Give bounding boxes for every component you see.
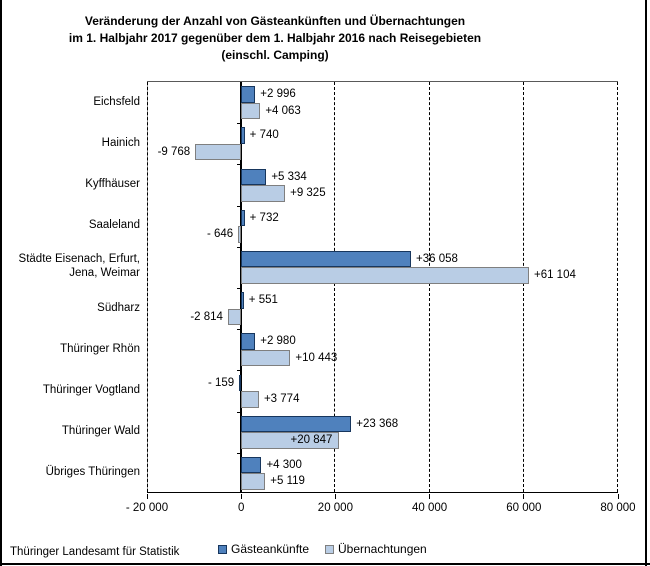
category-label: Übriges Thüringen xyxy=(45,466,140,479)
bar-value-label: +4 300 xyxy=(266,458,302,471)
bar xyxy=(241,432,340,449)
bar-value-label: -9 768 xyxy=(157,145,191,158)
x-tick-label: 60 000 xyxy=(506,502,542,514)
bar-value-label: +36 058 xyxy=(416,252,458,265)
bar-value-label: +2 980 xyxy=(260,335,296,348)
bar xyxy=(241,267,529,284)
category-label: Saaleland xyxy=(88,219,140,232)
bar-value-label: +5 119 xyxy=(270,475,305,488)
category-tick xyxy=(236,205,242,207)
category-tick xyxy=(236,123,242,125)
chart-title-line-2: im 1. Halbjahr 2017 gegenüber dem 1. Hal… xyxy=(68,31,482,45)
frame-border-left xyxy=(0,0,2,566)
chart-title: Veränderung der Anzahl von Gästeankünfte… xyxy=(0,13,550,64)
chart-title-line-3: (einschl. Camping) xyxy=(221,48,329,62)
category-label: Thüringer Rhön xyxy=(60,342,140,355)
bar-value-label: +9 325 xyxy=(290,187,326,199)
gridline xyxy=(617,82,618,492)
x-axis-tick xyxy=(146,494,148,499)
bar xyxy=(241,86,256,103)
x-axis-tick xyxy=(523,494,525,499)
x-tick-label: 0 xyxy=(237,502,245,514)
x-tick-label: 80 000 xyxy=(600,502,636,514)
bar xyxy=(238,226,242,243)
category-axis: Eichsfeld Hainich Kyffhäuser Saaleland Städt… xyxy=(0,81,140,493)
chart-title-line-1: Veränderung der Anzahl von Gästeankünfte… xyxy=(84,14,466,28)
zero-axis-line xyxy=(240,82,242,492)
category-label: Hainich xyxy=(101,136,140,149)
bar xyxy=(241,250,412,268)
bar-value-label: -2 814 xyxy=(190,310,223,323)
legend-label-uebernachtungen: Übernachtungen xyxy=(338,542,427,556)
gridline xyxy=(522,82,524,492)
x-tick-label: 20 000 xyxy=(317,502,353,514)
x-tick-label: - 20 000 xyxy=(125,502,169,514)
frame-border-bottom xyxy=(0,563,650,565)
x-axis-tick xyxy=(240,494,242,499)
x-axis-tick xyxy=(617,494,619,499)
category-tick xyxy=(236,164,242,166)
bar-value-label: +61 104 xyxy=(533,269,576,282)
plot-area: +2 996 + 740 +5 334 + 732 +36 058 + 551 +2 980… xyxy=(147,81,618,493)
category-label: Städte Eisenach, Erfurt, Jena, Weimar xyxy=(18,253,140,280)
bar xyxy=(195,143,242,161)
bar-value-label: + 740 xyxy=(249,129,279,142)
bar xyxy=(239,374,242,391)
bar xyxy=(241,391,259,408)
category-tick xyxy=(236,370,242,372)
legend-swatch-uebernachtungen-icon xyxy=(325,545,334,554)
bar-value-label: +10 443 xyxy=(295,351,338,364)
bar-value-label: - 159 xyxy=(207,376,235,389)
bar-value-label: +2 996 xyxy=(260,88,296,101)
bar-value-label: +23 368 xyxy=(356,417,399,430)
bar xyxy=(241,127,245,144)
category-tick xyxy=(236,288,242,289)
gridline xyxy=(334,82,336,492)
bar xyxy=(241,102,261,120)
bar xyxy=(241,415,352,433)
x-axis-tick xyxy=(334,494,336,499)
category-tick xyxy=(236,329,242,331)
bar xyxy=(241,168,267,185)
bar xyxy=(241,349,291,367)
bar-value-label: +20 847 xyxy=(290,434,333,447)
bar xyxy=(241,473,266,490)
source-attribution: Thüringer Landesamt für Statistik xyxy=(10,546,180,558)
category-tick xyxy=(236,411,242,413)
bar xyxy=(241,333,256,350)
category-label: Eichsfeld xyxy=(93,95,140,108)
legend-label-gaesteankuenfte: Gästeankünfte xyxy=(231,542,310,556)
x-axis-tick xyxy=(429,494,431,499)
bar xyxy=(241,292,244,309)
x-axis: - 20 000 0 20 000 40 000 60 000 80 000 xyxy=(126,493,636,523)
plot-left-border-dash xyxy=(147,82,148,492)
frame-border-right xyxy=(645,0,647,566)
bar-value-label: +4 063 xyxy=(265,104,301,117)
category-label: Thüringer Vogtland xyxy=(42,383,140,396)
bar xyxy=(241,209,245,227)
bar-value-label: - 646 xyxy=(206,228,234,241)
bar xyxy=(241,456,262,474)
category-label: Kyffhäuser xyxy=(85,177,140,190)
category-tick xyxy=(236,246,242,248)
bar-value-label: + 732 xyxy=(249,211,279,224)
bar-value-label: +3 774 xyxy=(263,393,300,405)
bar xyxy=(227,308,242,326)
category-label: Südharz xyxy=(97,301,140,314)
category-label: Thüringer Wald xyxy=(61,425,140,438)
category-tick xyxy=(236,452,242,454)
x-tick-label: 40 000 xyxy=(412,502,448,514)
gridline xyxy=(428,82,430,492)
bar-value-label: + 551 xyxy=(248,294,278,307)
legend-swatch-gaesteankuenfte-icon xyxy=(218,545,227,554)
bar xyxy=(241,185,286,202)
bar-value-label: +5 334 xyxy=(271,170,307,183)
